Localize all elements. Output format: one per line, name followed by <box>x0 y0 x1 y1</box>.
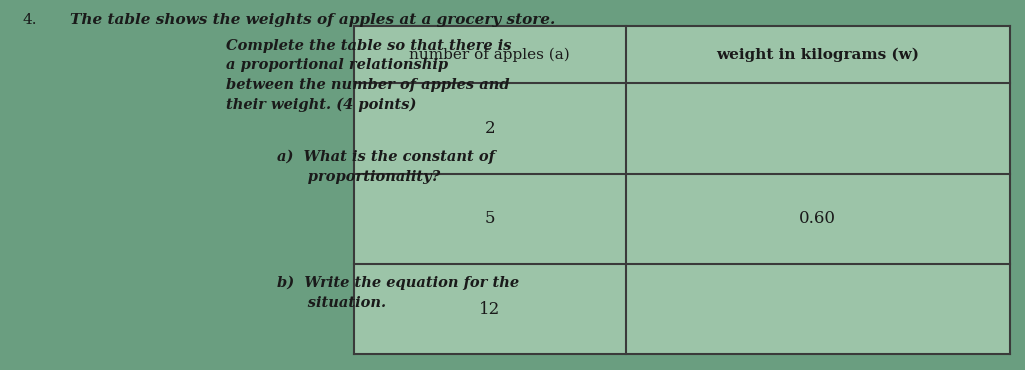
Text: number of apples (a): number of apples (a) <box>409 47 570 62</box>
Text: 0.60: 0.60 <box>800 211 836 228</box>
Text: a)  What is the constant of
      proportionality?: a) What is the constant of proportionali… <box>277 150 495 184</box>
Bar <box>354 26 1010 354</box>
Text: 2: 2 <box>485 120 495 137</box>
Text: weight in kilograms (w): weight in kilograms (w) <box>716 47 919 62</box>
Text: 12: 12 <box>479 301 500 318</box>
Text: 4.: 4. <box>23 13 37 27</box>
Text: 5: 5 <box>485 211 495 228</box>
Text: The table shows the weights of apples at a grocery store.: The table shows the weights of apples at… <box>70 13 555 27</box>
Text: Complete the table so that there is
a proportional relationship
between the numb: Complete the table so that there is a pr… <box>226 39 511 112</box>
Text: b)  Write the equation for the
      situation.: b) Write the equation for the situation. <box>277 276 519 310</box>
